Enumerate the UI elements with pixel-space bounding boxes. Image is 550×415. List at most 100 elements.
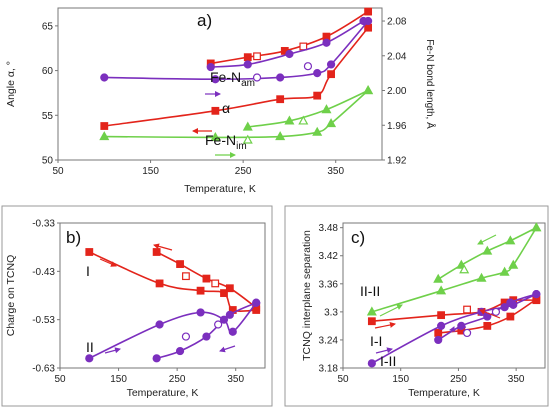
data-point-square xyxy=(276,95,285,104)
data-point-circle xyxy=(181,332,191,341)
data-series xyxy=(182,272,220,288)
x-tick-label: 50 xyxy=(52,166,64,177)
data-point-triangle xyxy=(242,134,253,144)
y-tick-label: -0.63 xyxy=(32,364,55,375)
annotation-text: II xyxy=(86,339,94,355)
series-line xyxy=(104,89,369,139)
direction-arrow xyxy=(379,304,403,317)
data-point-triangle xyxy=(476,272,487,282)
chart-panel-b: 50 150 250 350 -0.33 -0.43 -0.53 -0.63 Temperatu… xyxy=(1,205,273,407)
data-series xyxy=(434,289,541,345)
data-point-circle xyxy=(359,16,368,26)
data-point-triangle xyxy=(242,121,253,131)
data-series xyxy=(242,85,374,131)
data-series xyxy=(99,85,374,142)
data-point-triangle xyxy=(298,115,309,125)
y-tick-label: 3.42 xyxy=(319,251,339,262)
y2-tick-label: 2.00 xyxy=(387,86,407,97)
data-series xyxy=(206,16,368,72)
y-tick-label: 50 xyxy=(42,156,54,167)
data-point-square xyxy=(225,284,234,293)
data-point-circle xyxy=(175,346,185,356)
y-tick-label: 3.48 xyxy=(319,223,339,234)
y2-tick-label: 1.96 xyxy=(387,121,407,132)
data-point-square xyxy=(243,53,252,62)
x-tick-label: 250 xyxy=(450,374,467,385)
data-point-triangle xyxy=(210,131,221,142)
y-tick-label: 3.18 xyxy=(319,364,339,375)
data-series xyxy=(100,23,373,130)
annotation-text: I-II xyxy=(380,353,396,369)
data-point-square xyxy=(434,329,443,337)
data-point-square xyxy=(367,317,376,326)
plot-area xyxy=(342,222,546,369)
data-point-circle xyxy=(313,69,322,78)
x-tick-label: 50 xyxy=(337,374,349,385)
data-series xyxy=(433,222,542,283)
data-point-circle xyxy=(202,332,211,341)
data-point-circle xyxy=(462,328,472,338)
y2-tick-label: 1.92 xyxy=(387,156,407,167)
data-point-triangle xyxy=(499,266,510,276)
annotation-text: α xyxy=(222,100,230,116)
y-tick-label: -0.33 xyxy=(32,219,55,230)
data-point-square xyxy=(364,23,373,32)
x-tick-label: 350 xyxy=(227,374,244,385)
data-point-square xyxy=(437,311,446,320)
series-annotation: II xyxy=(86,339,94,355)
data-point-square xyxy=(364,7,373,16)
data-point-circle xyxy=(214,320,223,329)
data-point-circle xyxy=(225,310,234,319)
data-point-circle xyxy=(434,335,443,345)
data-point-circle xyxy=(85,354,94,363)
data-point-triangle xyxy=(326,118,337,128)
data-point-circle xyxy=(303,62,313,71)
y-tick-label: 60 xyxy=(42,66,54,77)
data-point-square xyxy=(483,322,492,330)
series-annotation: Fe-Nim xyxy=(205,132,247,152)
data-point-circle xyxy=(322,38,331,47)
data-point-triangle xyxy=(505,235,516,245)
y2-axis-label: Fe-N bond length, Å xyxy=(424,39,437,129)
series-annotation: α xyxy=(222,100,230,116)
data-point-circle xyxy=(252,298,261,307)
data-point-triangle xyxy=(436,285,447,295)
data-point-circle xyxy=(532,289,541,299)
data-point-circle xyxy=(155,320,164,329)
data-point-square xyxy=(196,286,205,295)
data-point-square xyxy=(155,279,164,288)
panel-frame xyxy=(1,205,273,407)
data-point-circle xyxy=(252,73,262,82)
direction-arrow xyxy=(449,326,467,333)
y-axis-label: Angle α, ° xyxy=(5,61,17,107)
x-tick-label: 350 xyxy=(327,166,344,177)
annotation-text: Fe-N xyxy=(205,132,236,148)
data-point-square xyxy=(202,274,211,283)
direction-arrow xyxy=(477,234,497,245)
data-point-square xyxy=(100,122,109,130)
data-point-circle xyxy=(367,359,376,368)
data-point-square xyxy=(85,248,94,256)
data-series xyxy=(152,298,261,363)
series-annotation: Fe-Nam xyxy=(210,69,255,89)
y-tick-label: 3.36 xyxy=(319,279,339,290)
data-point-circle xyxy=(228,327,237,336)
series-annotation: II-II xyxy=(360,283,380,299)
x-axis-label: Temperature, K xyxy=(408,387,480,399)
data-point-square xyxy=(211,106,220,115)
data-point-circle xyxy=(100,73,109,82)
annotation-text: I-I xyxy=(370,333,382,349)
data-point-circle xyxy=(491,307,501,316)
data-point-triangle xyxy=(459,264,470,274)
direction-arrow xyxy=(219,345,236,353)
data-series xyxy=(181,320,223,341)
x-tick-label: 150 xyxy=(110,374,127,385)
data-point-triangle xyxy=(366,306,377,316)
x-tick-label: 250 xyxy=(235,166,252,177)
data-point-triangle xyxy=(508,259,519,269)
chart-panel-c: 50 150 250 350 3.18 3.24 3.3 3.36 3.42 3.48 Temper… xyxy=(284,205,549,407)
data-point-circle xyxy=(285,49,294,59)
x-tick-label: 250 xyxy=(169,374,186,385)
direction-arrow xyxy=(375,347,393,354)
annotation-text: II-II xyxy=(360,283,380,299)
